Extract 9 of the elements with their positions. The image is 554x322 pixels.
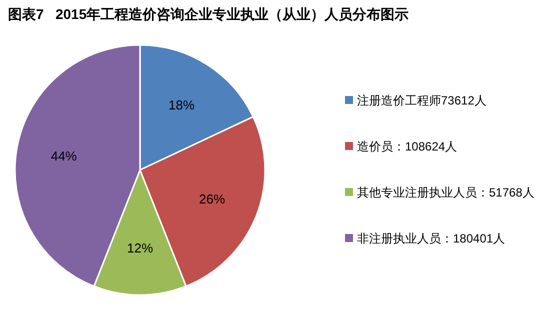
- legend-label: 其他专业注册执业人员：51768人: [357, 186, 534, 200]
- legend-label: 非注册执业人员：180401人: [357, 232, 506, 246]
- data-label: 26%: [199, 192, 226, 207]
- data-label: 18%: [168, 98, 195, 113]
- chart-title: 图表7 2015年工程造价咨询企业专业执业（从业）人员分布图示: [8, 6, 409, 22]
- data-label: 44%: [50, 148, 78, 164]
- legend-label: 注册造价工程师73612人: [357, 94, 486, 108]
- data-label: 12%: [126, 240, 154, 256]
- legend-label: 造价员：108624人: [357, 140, 458, 154]
